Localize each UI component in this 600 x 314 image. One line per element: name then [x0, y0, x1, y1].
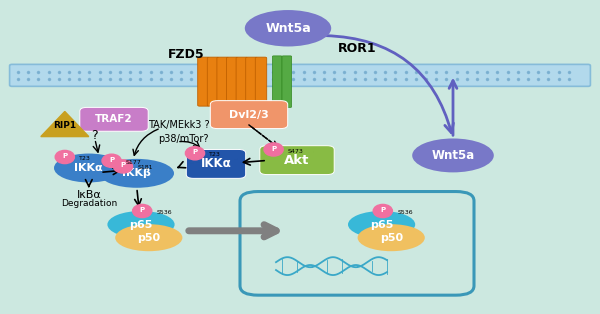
Ellipse shape [358, 224, 425, 251]
FancyBboxPatch shape [282, 56, 292, 107]
Text: S181: S181 [137, 165, 153, 171]
Ellipse shape [373, 204, 392, 218]
Text: IKKα: IKKα [74, 163, 103, 173]
Text: S536: S536 [397, 210, 413, 215]
FancyBboxPatch shape [208, 57, 219, 106]
Text: P: P [271, 145, 276, 152]
FancyBboxPatch shape [80, 107, 148, 131]
Ellipse shape [113, 160, 133, 173]
Text: IKKβ: IKKβ [122, 168, 151, 178]
FancyBboxPatch shape [272, 56, 282, 107]
Text: ROR1: ROR1 [338, 42, 376, 55]
Ellipse shape [264, 143, 283, 156]
Text: P: P [380, 207, 385, 213]
FancyBboxPatch shape [246, 57, 257, 106]
Ellipse shape [348, 211, 415, 238]
Text: p65: p65 [370, 219, 393, 230]
Ellipse shape [107, 211, 175, 238]
FancyBboxPatch shape [10, 64, 590, 86]
Text: FZD5: FZD5 [167, 47, 205, 61]
FancyBboxPatch shape [236, 57, 248, 106]
Text: S473: S473 [288, 149, 304, 154]
Text: IκBα: IκBα [76, 190, 101, 200]
Text: p50: p50 [380, 233, 403, 243]
Text: P: P [62, 153, 67, 159]
Text: T23: T23 [209, 152, 221, 157]
Text: S177: S177 [126, 160, 142, 165]
Text: S536: S536 [157, 210, 172, 215]
Ellipse shape [133, 204, 152, 218]
Text: Akt: Akt [284, 154, 310, 167]
Text: Degradation: Degradation [61, 199, 117, 208]
Text: P: P [193, 149, 197, 155]
Text: p38/mTor?: p38/mTor? [158, 134, 208, 144]
Polygon shape [41, 111, 89, 137]
Text: Wnt5a: Wnt5a [431, 149, 475, 162]
Text: ?: ? [91, 129, 98, 142]
Text: Wnt5a: Wnt5a [265, 22, 311, 35]
Ellipse shape [102, 154, 121, 167]
FancyBboxPatch shape [256, 57, 267, 106]
FancyBboxPatch shape [187, 149, 246, 178]
Text: RIP1: RIP1 [53, 121, 76, 130]
Ellipse shape [54, 154, 124, 182]
FancyBboxPatch shape [227, 57, 238, 106]
Text: P: P [140, 207, 145, 213]
Ellipse shape [245, 10, 331, 46]
Ellipse shape [115, 224, 182, 251]
FancyBboxPatch shape [198, 57, 209, 106]
Text: TRAF2: TRAF2 [95, 114, 133, 124]
Ellipse shape [185, 147, 205, 160]
Text: TAK/MEkk3 ?: TAK/MEkk3 ? [148, 120, 209, 130]
Text: p50: p50 [137, 233, 160, 243]
FancyBboxPatch shape [217, 57, 229, 106]
Text: Dvl2/3: Dvl2/3 [229, 110, 269, 120]
FancyBboxPatch shape [240, 192, 474, 295]
Ellipse shape [55, 150, 74, 164]
Text: P: P [109, 157, 114, 163]
Ellipse shape [412, 138, 494, 172]
Text: p65: p65 [130, 219, 152, 230]
Text: T23: T23 [79, 156, 91, 161]
Ellipse shape [100, 159, 174, 188]
Text: P: P [121, 162, 125, 169]
Text: IKKα: IKKα [200, 157, 232, 171]
FancyBboxPatch shape [260, 146, 334, 175]
FancyBboxPatch shape [210, 100, 288, 129]
